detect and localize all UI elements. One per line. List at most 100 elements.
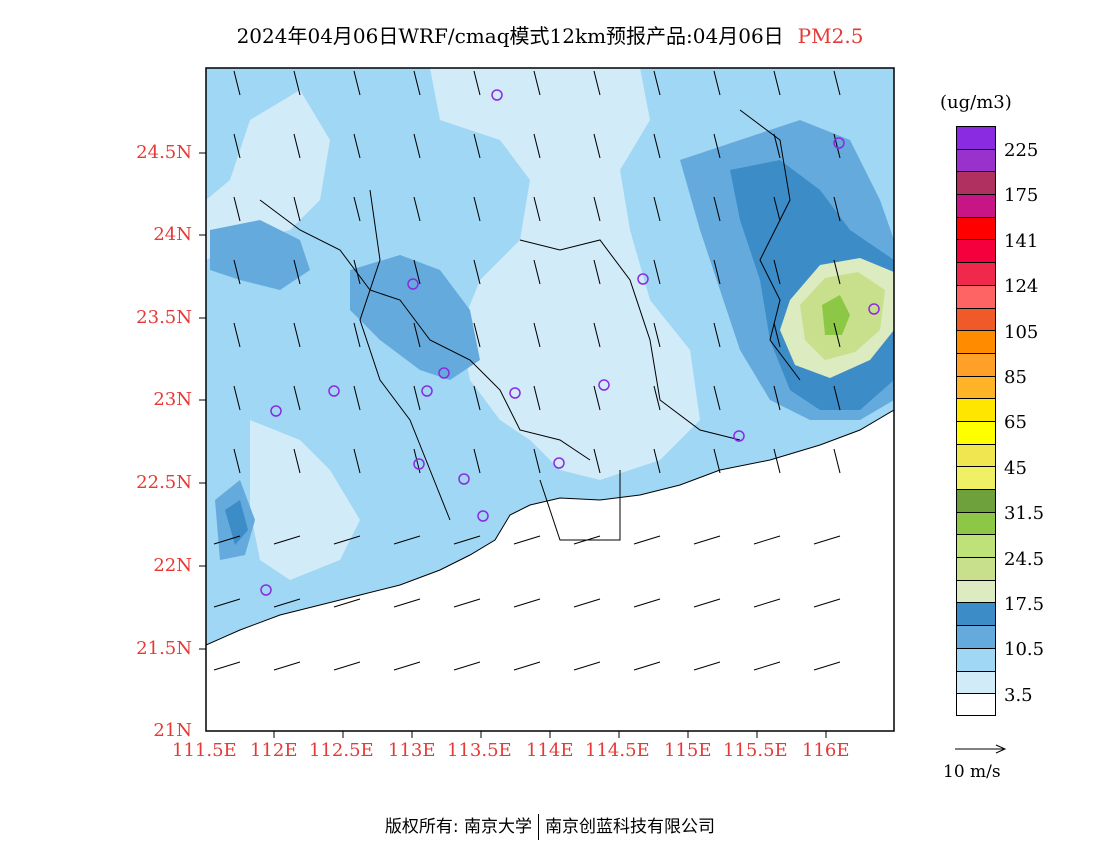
wind-vector: [813, 535, 841, 545]
wind-vector: [533, 133, 541, 159]
wind-vector: [773, 448, 781, 474]
wind-vector: [453, 661, 481, 671]
wind-vector: [353, 196, 361, 222]
station-marker: [477, 510, 489, 522]
colorbar-label: 141: [1004, 230, 1039, 252]
wind-vector: [473, 385, 481, 411]
wind-vector: [573, 661, 601, 671]
wind-vector: [773, 322, 781, 348]
wind-vector: [593, 70, 601, 96]
colorbar-cell: [956, 171, 996, 195]
colorbar-cell: [956, 284, 996, 308]
wind-vector: [593, 448, 601, 474]
boundary-lines: [206, 109, 894, 646]
wind-vector: [693, 598, 721, 608]
wind-vector: [473, 196, 481, 222]
wind-vectors: [213, 70, 841, 671]
station-markers: [260, 89, 880, 596]
wind-vector: [233, 259, 241, 285]
colorbar-label: 124: [1004, 276, 1039, 298]
wind-vector: [233, 448, 241, 474]
wind-vector: [593, 133, 601, 159]
station-marker: [458, 473, 470, 485]
colorbar-label: 175: [1004, 185, 1039, 207]
footer-left: 版权所有: 南京大学: [384, 817, 533, 837]
y-tick-label: 23.5N: [136, 307, 192, 328]
wind-vector: [713, 385, 721, 411]
x-tick-label: 115.5E: [723, 740, 788, 761]
wind-vector: [353, 70, 361, 96]
wind-vector: [293, 70, 301, 96]
colorbar-cell: [956, 489, 996, 512]
colorbar-label: 24.5: [1004, 548, 1045, 570]
wind-vector: [293, 259, 301, 285]
high-area-inner: [822, 295, 850, 335]
colorbar-cell: [956, 194, 996, 217]
wind-vector: [393, 535, 421, 545]
station-marker: [868, 303, 880, 315]
wind-vector: [833, 322, 841, 348]
wind-vector: [533, 196, 541, 222]
colorbar-label: 17.5: [1004, 594, 1045, 615]
wind-vector: [273, 598, 301, 608]
axis-ticks: [199, 152, 827, 738]
colorbar-cell: [956, 352, 996, 376]
wind-vector: [693, 535, 721, 545]
dark-area-sw: [225, 500, 248, 545]
wind-vector: [473, 448, 481, 474]
wind-vector: [333, 535, 361, 545]
wind-vector: [353, 322, 361, 348]
wind-vector: [393, 661, 421, 671]
colorbar-label: 105: [1004, 321, 1039, 343]
wind-vector: [233, 133, 241, 159]
colorbar-cell: [956, 375, 996, 399]
wind-vector: [533, 259, 541, 285]
wind-vector: [353, 448, 361, 474]
wind-vector: [213, 535, 241, 545]
wind-vector: [633, 661, 661, 671]
wind-vector: [593, 196, 601, 222]
colorbar-label: 85: [1004, 367, 1027, 388]
wind-vector: [593, 385, 601, 411]
wind-vector: [473, 133, 481, 159]
colorbar-cell: [956, 239, 996, 263]
light-area-2: [250, 420, 360, 580]
colorbar-cell: [956, 534, 996, 558]
wind-vector: [233, 322, 241, 348]
wind-vector: [833, 448, 841, 474]
colorbar-label: 225: [1004, 140, 1039, 161]
wind-vector: [713, 259, 721, 285]
footer-separator: [538, 814, 540, 840]
wind-vector: [653, 259, 661, 285]
station-marker: [509, 387, 521, 399]
wind-vector: [353, 259, 361, 285]
wind-vector: [833, 385, 841, 411]
medium-area-west: [210, 220, 310, 290]
wind-vector: [413, 322, 421, 348]
title-pollutant: PM2.5: [797, 24, 864, 48]
colorbar-cell: [956, 262, 996, 285]
colorbar-cell: [956, 307, 996, 331]
wind-vector: [473, 322, 481, 348]
y-tick-label: 23N: [153, 389, 192, 410]
colorbar-cell: [956, 579, 996, 603]
wind-vector: [653, 196, 661, 222]
wind-vector: [213, 661, 241, 671]
colorbar-cell: [956, 443, 996, 467]
colorbar-cell: [956, 625, 996, 648]
reference-vector-label: 10 m/s: [943, 762, 1001, 782]
wind-vector: [833, 259, 841, 285]
wind-vector: [233, 196, 241, 222]
x-tick-label: 112E: [250, 740, 298, 761]
wind-vector: [833, 196, 841, 222]
wind-vector: [713, 322, 721, 348]
wind-vector: [773, 70, 781, 96]
wind-vector: [653, 448, 661, 474]
y-tick-label: 24N: [153, 224, 192, 245]
wind-vector: [513, 661, 541, 671]
wind-vector: [773, 259, 781, 285]
light-area: [430, 68, 700, 480]
y-tick-label: 21N: [153, 720, 192, 741]
wind-vector: [453, 598, 481, 608]
wind-vector: [413, 259, 421, 285]
